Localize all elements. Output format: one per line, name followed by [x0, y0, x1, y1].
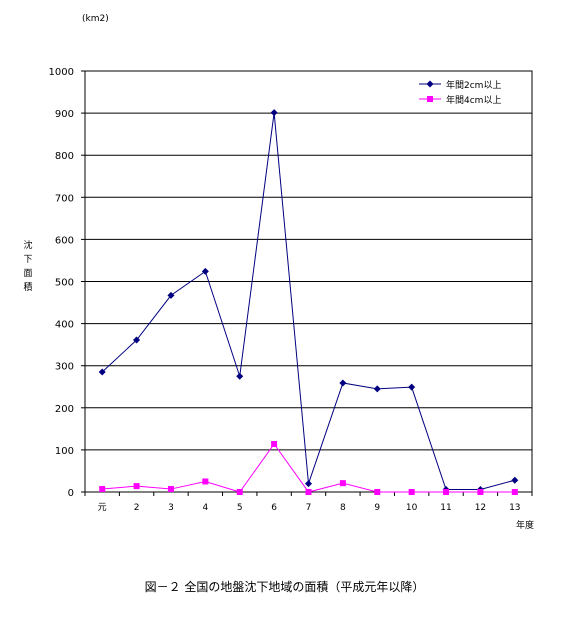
x-tick-label: 11 — [440, 503, 451, 513]
y-tick-label: 700 — [55, 193, 74, 204]
data-point — [511, 489, 518, 495]
y-tick-label: 200 — [55, 404, 74, 415]
data-point — [408, 489, 415, 495]
legend-label: 年間4cm以上 — [446, 94, 501, 106]
data-point — [201, 267, 209, 275]
y-tick-label: 600 — [55, 235, 74, 246]
data-point — [236, 489, 243, 495]
data-point — [305, 480, 312, 488]
data-point — [99, 486, 106, 493]
y-tick-label: 100 — [55, 446, 74, 457]
chart-caption: 図－２ 全国の地盤沈下地域の面積（平成元年以降） — [144, 580, 425, 594]
x-tick-label: 5 — [237, 503, 243, 513]
y-tick-label: 300 — [55, 362, 74, 373]
data-point — [339, 379, 347, 387]
data-point — [167, 291, 175, 299]
y-tick-label: 400 — [55, 320, 74, 331]
data-point — [270, 109, 278, 117]
x-tick-label: 4 — [202, 503, 208, 513]
data-point — [477, 489, 484, 495]
x-tick-labels: 元 2 3 4 5 6 7 8 9 10 11 12 13 — [98, 503, 521, 513]
data-point — [98, 368, 106, 376]
y-axis-label-char: 積 — [23, 281, 32, 293]
series-lines — [98, 109, 519, 495]
data-point — [133, 336, 141, 344]
data-point — [271, 441, 278, 448]
legend-marker — [427, 96, 433, 102]
x-tick-label: 8 — [340, 503, 346, 513]
data-point — [374, 489, 381, 495]
gridlines — [81, 70, 533, 496]
data-point — [339, 480, 346, 487]
y-tick-label: 500 — [55, 278, 74, 289]
y-axis-label-char: 面 — [23, 268, 32, 279]
series-line — [101, 112, 515, 490]
data-point — [373, 385, 381, 393]
y-axis-label-char: 下 — [23, 255, 32, 265]
y-axis-label-char: 沈 — [23, 239, 32, 251]
y-tick-label: 0 — [68, 488, 74, 499]
data-point — [167, 486, 174, 493]
data-point — [305, 489, 312, 495]
x-tick-label: 12 — [475, 503, 486, 513]
unit-label: (km2) — [82, 14, 109, 24]
y-tick-labels: 0 100 200 300 400 500 600 700 800 900 1000 — [49, 67, 74, 499]
y-tick-label: 900 — [55, 109, 74, 120]
data-point — [511, 476, 519, 484]
x-tick-label: 元 — [98, 503, 107, 513]
y-tick-label: 800 — [55, 151, 74, 162]
x-tick-label: 7 — [306, 503, 312, 513]
x-tick-label: 10 — [406, 503, 418, 513]
data-point — [133, 483, 140, 490]
legend-label: 年間2cm以上 — [446, 79, 501, 91]
x-axis-label: 年度 — [516, 519, 534, 531]
x-tick-label: 2 — [134, 503, 140, 513]
x-tick-label: 6 — [271, 503, 277, 513]
x-tick-label: 3 — [168, 503, 174, 513]
data-point — [236, 372, 244, 380]
legend-marker — [426, 80, 434, 88]
data-point — [202, 478, 209, 485]
x-tick-label: 13 — [509, 503, 520, 513]
data-point — [443, 489, 450, 495]
x-tick-label: 9 — [374, 503, 380, 513]
y-tick-label: 1000 — [49, 67, 74, 78]
data-point — [408, 383, 416, 391]
